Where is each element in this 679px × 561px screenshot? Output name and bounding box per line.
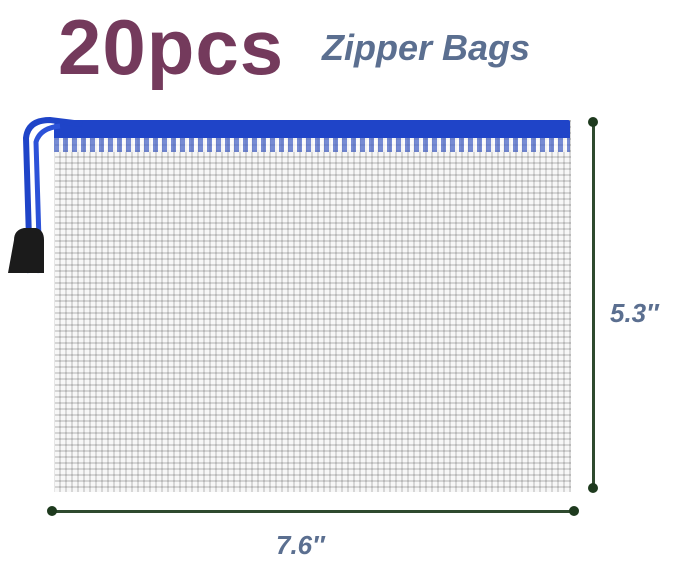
product-name: Zipper Bags — [322, 27, 531, 68]
height-label: 5.3″ — [610, 298, 659, 328]
height-line-bottom-dot — [588, 483, 598, 493]
mesh-bag-image — [54, 120, 571, 492]
width-dimension-line — [52, 510, 574, 513]
width-label: 7.6″ — [276, 530, 325, 560]
width-line-right-dot — [569, 506, 579, 516]
pieces-count: 20pcs — [58, 3, 285, 91]
zipper — [54, 120, 570, 138]
zipper-pull-icon — [8, 116, 83, 274]
width-line-left-dot — [47, 506, 57, 516]
zipper-tape — [54, 138, 570, 152]
height-dimension-line — [592, 122, 595, 488]
height-line-top-dot — [588, 117, 598, 127]
